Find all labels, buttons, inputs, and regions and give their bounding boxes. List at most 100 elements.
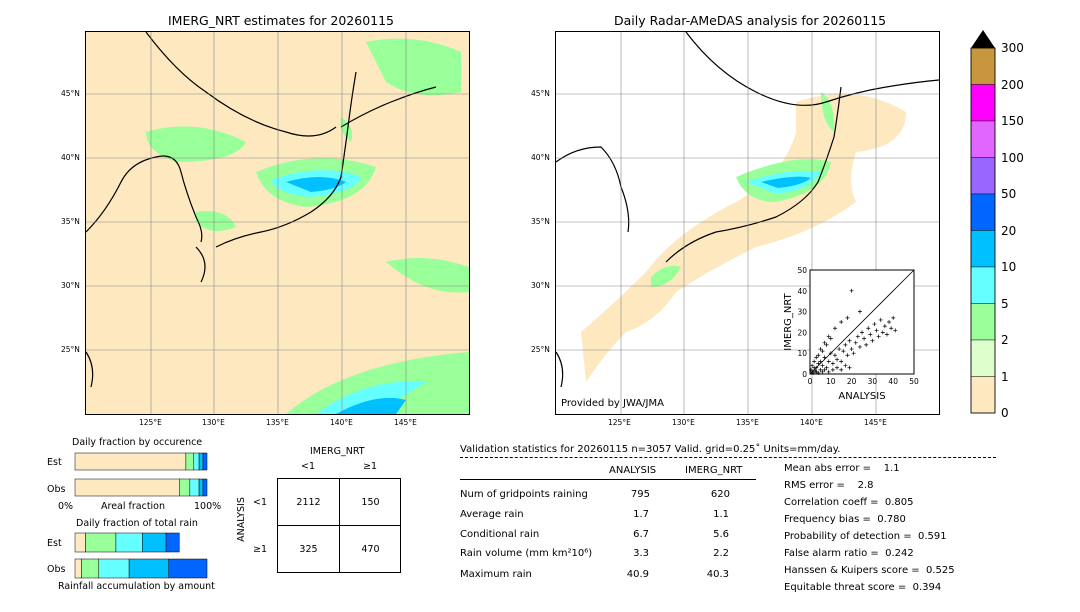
fraction-bar-segment bbox=[74, 478, 180, 497]
scatter-point bbox=[813, 368, 818, 373]
contingency-col-header: IMERG_NRT bbox=[310, 446, 365, 457]
scatter-point bbox=[843, 363, 848, 368]
left-lon-label-145: 145°E bbox=[394, 418, 417, 427]
right-lon-label-145: 145°E bbox=[864, 418, 887, 427]
scatter-y-tick: 50 bbox=[797, 266, 807, 275]
scatter-point bbox=[822, 355, 827, 360]
scatter-point bbox=[820, 369, 825, 374]
scatter-point bbox=[816, 353, 821, 358]
scatter-y-tick: 10 bbox=[797, 349, 807, 358]
colorbar-segment bbox=[970, 84, 996, 122]
right-lat-label-45: 45°N bbox=[531, 89, 550, 98]
contingency-row-header: ANALYSIS bbox=[235, 497, 247, 542]
scatter-point bbox=[884, 332, 889, 337]
validation-row-label: Average rain bbox=[460, 509, 524, 520]
scatter-point bbox=[835, 365, 840, 370]
score-correlation: Correlation coeff = 0.805 bbox=[784, 497, 914, 508]
validation-row-label: Maximum rain bbox=[460, 569, 532, 580]
scatter-point bbox=[830, 367, 835, 372]
scatter-point bbox=[893, 328, 898, 333]
right-map-title: Daily Radar-AMeDAS analysis for 20260115 bbox=[614, 13, 887, 28]
right-lat-label-35: 35°N bbox=[531, 217, 550, 226]
scatter-y-tick: 20 bbox=[797, 328, 807, 337]
fraction-bar-segment bbox=[128, 558, 169, 579]
scatter-point bbox=[814, 355, 819, 360]
colorbar-extend-arrow bbox=[971, 30, 995, 48]
scatter-point bbox=[874, 328, 879, 333]
fraction-bar-segment bbox=[85, 532, 117, 553]
right-lon-label-125: 125°E bbox=[608, 418, 631, 427]
scatter-point bbox=[872, 322, 877, 327]
scatter-y-tick: 0 bbox=[802, 370, 807, 379]
scatter-point bbox=[816, 361, 821, 366]
scatter-x-tick: 40 bbox=[888, 377, 898, 386]
scatter-point bbox=[832, 326, 837, 331]
scatter-point bbox=[839, 320, 844, 324]
validation-row-imerg: 5.6 bbox=[713, 529, 729, 540]
scatter-y-tick: 40 bbox=[797, 287, 807, 296]
scatter-point bbox=[839, 367, 844, 372]
occurrence-row-obs: Obs bbox=[47, 484, 66, 495]
contingency-hline bbox=[278, 525, 400, 526]
left-map-canvas bbox=[86, 32, 469, 414]
scatter-point bbox=[818, 367, 823, 372]
scatter-point bbox=[870, 338, 875, 343]
scatter-point bbox=[810, 363, 815, 368]
scatter-point bbox=[843, 342, 848, 347]
contingency-row-label-ge1: ≥1 bbox=[253, 544, 268, 555]
scatter-point bbox=[847, 365, 852, 370]
fraction-bar-segment bbox=[115, 532, 143, 553]
score-frequency-bias: Frequency bias = 0.780 bbox=[784, 514, 906, 525]
fraction-bar-segment bbox=[198, 478, 204, 497]
contingency-cell-10: 325 bbox=[299, 544, 318, 555]
colorbar-segment bbox=[970, 339, 996, 377]
scatter-point bbox=[837, 347, 842, 352]
colorbar-frame bbox=[970, 47, 996, 414]
scatter-point bbox=[862, 336, 867, 341]
colorbar-tick-label: 300 bbox=[1001, 41, 1024, 55]
validation-row-imerg: 1.1 bbox=[713, 509, 729, 520]
scatter-x-tick: 50 bbox=[909, 377, 919, 386]
colorbar-segment bbox=[970, 376, 996, 414]
colorbar bbox=[970, 30, 996, 414]
total-rain-row-obs: Obs bbox=[47, 564, 66, 575]
colorbar-tick-label: 150 bbox=[1001, 114, 1024, 128]
score-rms-error: RMS error = 2.8 bbox=[784, 480, 874, 491]
right-lat-label-25: 25°N bbox=[531, 345, 550, 354]
validation-row-label: Rain volume (mm km²10⁶) bbox=[460, 548, 593, 559]
validation-row-analysis: 6.7 bbox=[633, 529, 649, 540]
right-lat-label-40: 40°N bbox=[531, 153, 550, 162]
scatter-point bbox=[880, 330, 885, 335]
validation-row-label: Conditional rain bbox=[460, 529, 540, 540]
left-map bbox=[85, 31, 470, 415]
scatter-point bbox=[853, 340, 858, 345]
contingency-cell-01: 150 bbox=[361, 497, 380, 508]
fraction-bar-segment bbox=[74, 452, 187, 471]
colorbar-segment bbox=[970, 47, 996, 85]
scatter-point bbox=[826, 369, 831, 374]
scatter-point bbox=[832, 353, 837, 358]
total-rain-footer: Rainfall accumulation by amount bbox=[58, 581, 215, 592]
score-pod: Probability of detection = 0.591 bbox=[784, 531, 947, 542]
scatter-y-tick: 30 bbox=[797, 308, 807, 317]
scatter-point bbox=[849, 347, 854, 352]
contingency-col-label-lt1: <1 bbox=[301, 461, 316, 472]
colorbar-segment bbox=[970, 266, 996, 304]
fraction-bar-segment bbox=[142, 532, 167, 553]
colorbar-tick-label: 200 bbox=[1001, 77, 1024, 92]
fraction-bar-segment bbox=[193, 452, 200, 471]
scatter-x-axis-label: ANALYSIS bbox=[838, 391, 885, 402]
colorbar-segment bbox=[970, 230, 996, 268]
scatter-x-tick: 0 bbox=[808, 377, 813, 386]
validation-dashed-rule bbox=[460, 457, 996, 458]
contingency-cell-11: 470 bbox=[361, 544, 380, 555]
right-lon-label-130: 130°E bbox=[672, 418, 695, 427]
scatter-point bbox=[835, 357, 840, 362]
colorbar-tick-label: 5 bbox=[1001, 296, 1009, 311]
total-rain-row-est: Est bbox=[47, 538, 62, 549]
scatter-point bbox=[824, 342, 829, 347]
validation-row-imerg: 40.3 bbox=[706, 569, 729, 580]
score-mean-abs-error: Mean abs error = 1.1 bbox=[784, 463, 900, 474]
scatter-point bbox=[811, 370, 816, 375]
scatter-point bbox=[818, 359, 823, 364]
